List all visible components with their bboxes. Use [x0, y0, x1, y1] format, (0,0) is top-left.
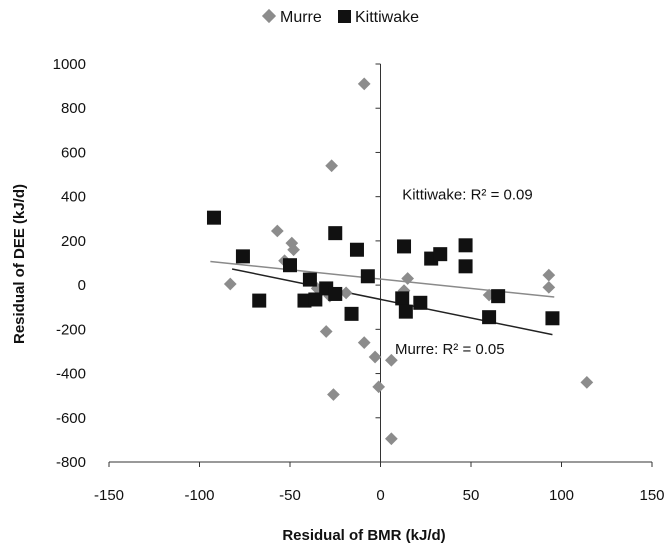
point-kittiwake	[458, 259, 473, 274]
point-kittiwake	[328, 286, 343, 301]
y-tick-label: 200	[61, 233, 86, 250]
legend-kittiwake-marker	[338, 10, 351, 23]
x-tick-label: 100	[549, 487, 574, 504]
point-kittiwake	[458, 238, 473, 253]
point-murre	[401, 272, 415, 285]
point-murre	[368, 350, 382, 364]
y-tick-label: 800	[61, 100, 86, 117]
point-murre	[542, 280, 556, 294]
point-murre	[339, 286, 353, 300]
point-kittiwake	[360, 269, 375, 284]
point-kittiwake	[302, 272, 317, 287]
y-tick-label: 400	[61, 189, 86, 206]
y-tick-label: -800	[56, 454, 86, 471]
point-kittiwake	[308, 292, 323, 307]
point-murre	[384, 432, 398, 446]
y-tick-labels: -800 -600 -400 -200 0 200 400 600 800 1000	[53, 56, 86, 471]
point-murre	[357, 77, 371, 91]
legend-murre-label: Murre	[280, 9, 322, 26]
annotation-r2-kittiwake: Kittiwake: R² = 0.09	[402, 186, 532, 203]
trendline-kittiwake	[231, 268, 553, 336]
point-kittiwake	[413, 295, 428, 310]
annotations: Kittiwake: R² = 0.09 Murre: R² = 0.05	[395, 186, 533, 358]
point-murre	[542, 268, 556, 282]
point-murre	[327, 388, 340, 401]
y-tick-label: 0	[78, 277, 86, 294]
point-murre	[270, 224, 284, 238]
legend: Murre Kittiwake	[261, 8, 419, 26]
data-points	[206, 77, 594, 446]
x-tick-label: -150	[94, 487, 124, 504]
x-tick-label: 150	[639, 487, 664, 504]
point-murre	[357, 336, 371, 349]
point-kittiwake	[297, 293, 312, 308]
point-murre	[372, 380, 386, 394]
point-kittiwake	[235, 249, 250, 264]
point-kittiwake	[344, 306, 359, 321]
x-tick-label: -50	[279, 487, 301, 504]
y-tick-label: 600	[61, 144, 86, 161]
point-kittiwake	[545, 311, 560, 326]
point-kittiwake	[433, 247, 448, 262]
point-kittiwake	[206, 210, 221, 225]
y-tick-label: -400	[56, 366, 86, 383]
legend-murre-marker	[261, 8, 277, 24]
y-tick-label: -600	[56, 410, 86, 427]
point-murre	[384, 353, 398, 367]
y-tick-label: 1000	[53, 56, 86, 73]
x-tick-label: 50	[463, 487, 480, 504]
legend-kittiwake-label: Kittiwake	[355, 9, 419, 26]
y-tick-label: -200	[56, 321, 86, 338]
point-kittiwake	[397, 239, 412, 254]
point-kittiwake	[349, 242, 364, 257]
point-murre	[580, 376, 594, 389]
point-murre	[223, 277, 237, 291]
point-kittiwake	[398, 304, 413, 319]
point-kittiwake	[328, 226, 343, 241]
point-murre	[287, 243, 300, 257]
point-kittiwake	[283, 258, 297, 273]
x-axis-title: Residual of BMR (kJ/d)	[282, 527, 445, 544]
x-tick-label: 0	[376, 487, 384, 504]
x-tick-labels: -150 -100 -50 0 50 100 150	[94, 487, 665, 504]
point-kittiwake	[395, 291, 410, 306]
axes	[108, 63, 653, 467]
point-kittiwake	[482, 310, 497, 325]
point-kittiwake	[491, 289, 506, 304]
y-axis-title: Residual of DEE (kJ/d)	[11, 184, 28, 344]
annotation-r2-murre: Murre: R² = 0.05	[395, 341, 505, 358]
point-murre	[325, 159, 338, 173]
point-murre	[319, 325, 333, 338]
point-kittiwake	[252, 293, 267, 308]
x-tick-label: -100	[184, 487, 214, 504]
